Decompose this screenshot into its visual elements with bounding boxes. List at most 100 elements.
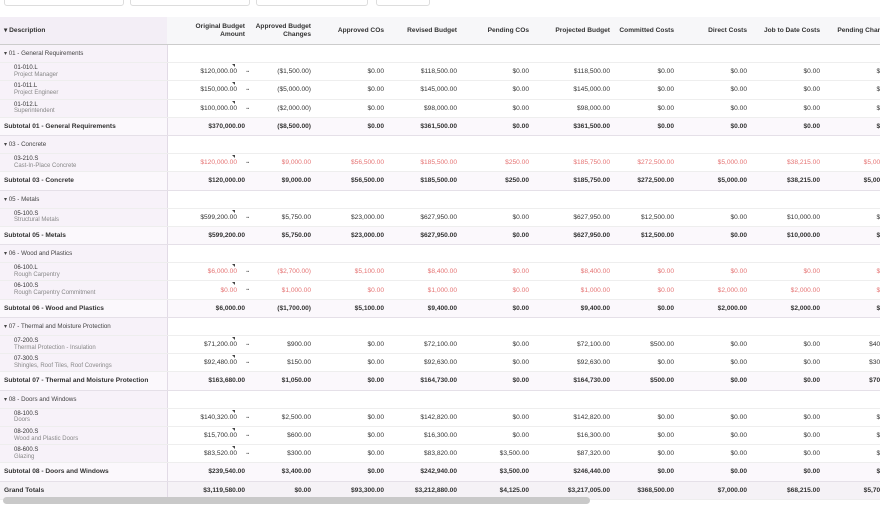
empty-cell: [461, 135, 533, 155]
amount-cell[interactable]: $100,000.00: [167, 99, 249, 118]
cost-code-name: Project Engineer: [14, 89, 59, 96]
empty-cell: [249, 244, 315, 264]
toolbar-box[interactable]: [130, 0, 250, 6]
amount-cell: $0.00: [824, 408, 880, 427]
cost-code-name: Rough Carpentry: [14, 271, 60, 278]
amount-cell: $0.00: [614, 280, 678, 300]
amount-cell: $0.00: [315, 426, 388, 446]
cost-code-name: Structural Metals: [14, 217, 60, 224]
line-item-row: 08-600.SGlazing$83,520.00$300.00$0.00$83…: [0, 444, 880, 464]
subtotal-amount: $185,750.00: [533, 171, 614, 191]
empty-cell: [461, 390, 533, 409]
cost-code-name: Rough Carpentry Commitment: [14, 290, 96, 297]
amount-cell: $0.00: [461, 62, 533, 82]
horizontal-scrollbar[interactable]: [3, 497, 590, 504]
amount-cell: $0.00: [678, 80, 751, 100]
toolbar-box[interactable]: [256, 0, 368, 6]
amount-cell: $0.00: [614, 444, 678, 464]
amount-cell: $300.00: [824, 353, 880, 373]
subtotal-amount: $0.00: [824, 226, 880, 246]
group-row[interactable]: 03 - Concrete: [0, 135, 880, 155]
subtotal-amount: $0.00: [614, 462, 678, 482]
column-header[interactable]: Approved COs: [315, 17, 388, 45]
amount-cell[interactable]: $83,520.00: [167, 444, 249, 464]
empty-cell: [533, 135, 614, 155]
amount-cell[interactable]: $150,000.00: [167, 80, 249, 100]
column-header[interactable]: Pending Changes: [824, 17, 880, 45]
cost-code-name: Cast-In-Place Concrete: [14, 162, 77, 169]
column-header[interactable]: Committed Costs: [614, 17, 678, 45]
amount-cell: $0.00: [614, 262, 678, 282]
empty-cell: [249, 390, 315, 409]
amount-cell: $0.00: [678, 62, 751, 82]
subtotal-row: Subtotal 01 - General Requirements $370,0…: [0, 117, 880, 136]
amount-cell: $0.00: [824, 280, 880, 300]
column-header[interactable]: Revised Budget: [388, 17, 461, 45]
amount-cell[interactable]: $0.00: [167, 280, 249, 300]
amount-cell[interactable]: $120,000.00: [167, 153, 249, 173]
column-header[interactable]: Approved Budget Changes: [249, 17, 315, 45]
empty-cell: [315, 244, 388, 264]
amount-cell: $12,500.00: [614, 208, 678, 227]
column-header[interactable]: Description: [0, 17, 167, 45]
subtotal-amount: $23,000.00: [315, 226, 388, 246]
line-item-description: 01-011.L Project Engineer: [0, 80, 168, 100]
amount-cell: $0.00: [614, 62, 678, 82]
amount-cell[interactable]: $140,320.00: [167, 408, 249, 427]
empty-cell: [533, 244, 614, 264]
line-item-description: 03-210.S Cast-In-Place Concrete: [0, 153, 168, 173]
group-label: 05 - Metals: [0, 190, 168, 209]
amount-cell[interactable]: $92,480.00: [167, 353, 249, 373]
cost-code: 07-200.S: [14, 338, 39, 344]
cost-code-name: Thermal Protection - Insulation: [14, 344, 96, 351]
amount-cell: $400.00: [824, 335, 880, 355]
subtotal-amount: ($1,700.00): [249, 299, 315, 318]
grand-total-amount: $68,215.00: [751, 480, 824, 500]
empty-cell: [167, 317, 249, 337]
empty-cell: [824, 317, 880, 337]
column-header[interactable]: Job to Date Costs: [751, 17, 824, 45]
subtotal-amount: $0.00: [824, 462, 880, 482]
group-row[interactable]: 06 - Wood and Plastics: [0, 244, 880, 264]
column-header[interactable]: Projected Budget: [533, 17, 614, 45]
amount-cell: $272,500.00: [614, 153, 678, 173]
amount-cell[interactable]: $6,000.00: [167, 262, 249, 282]
column-header[interactable]: Original Budget Amount: [167, 17, 249, 45]
grand-total-row: Grand Totals $3,119,580.00 $0.00 $93,300.00…: [0, 480, 880, 500]
amount-cell[interactable]: $599,200.00: [167, 208, 249, 227]
subtotal-amount: $250.00: [461, 171, 533, 191]
toolbar-box[interactable]: [4, 0, 124, 6]
cost-code: 01-010.L: [14, 65, 38, 72]
amount-cell[interactable]: $71,200.00: [167, 335, 249, 355]
empty-cell: [388, 135, 461, 155]
column-header[interactable]: Pending COs: [461, 17, 533, 45]
amount-cell: $0.00: [678, 208, 751, 227]
amount-cell: $9,000.00: [249, 153, 315, 173]
empty-cell: [614, 244, 678, 264]
cost-code: 01-012.L: [14, 101, 38, 108]
group-row[interactable]: 08 - Doors and Windows: [0, 390, 880, 409]
group-row[interactable]: 07 - Thermal and Moisture Protection: [0, 317, 880, 337]
subtotal-amount: $0.00: [315, 462, 388, 482]
group-row[interactable]: 05 - Metals: [0, 190, 880, 209]
subtotal-amount: $164,730.00: [533, 371, 614, 391]
empty-cell: [315, 44, 388, 64]
group-row[interactable]: 01 - General Requirements: [0, 44, 880, 64]
subtotal-amount: $272,500.00: [614, 171, 678, 191]
amount-cell: $87,320.00: [533, 444, 614, 464]
amount-cell: $185,500.00: [388, 153, 461, 173]
amount-cell[interactable]: $120,000.00: [167, 62, 249, 82]
amount-cell: $0.00: [315, 80, 388, 100]
amount-cell: $145,000.00: [388, 80, 461, 100]
amount-cell: $0.00: [315, 444, 388, 464]
subtotal-amount: $12,500.00: [614, 226, 678, 246]
amount-cell[interactable]: $15,700.00: [167, 426, 249, 446]
amount-cell: $0.00: [461, 80, 533, 100]
subtotal-amount: $9,400.00: [533, 299, 614, 318]
column-header[interactable]: Direct Costs: [678, 17, 751, 45]
grand-total-amount: $93,300.00: [315, 480, 388, 500]
subtotal-label: Subtotal 05 - Metals: [0, 226, 168, 246]
empty-cell: [388, 317, 461, 337]
toolbar-box[interactable]: [376, 0, 430, 6]
